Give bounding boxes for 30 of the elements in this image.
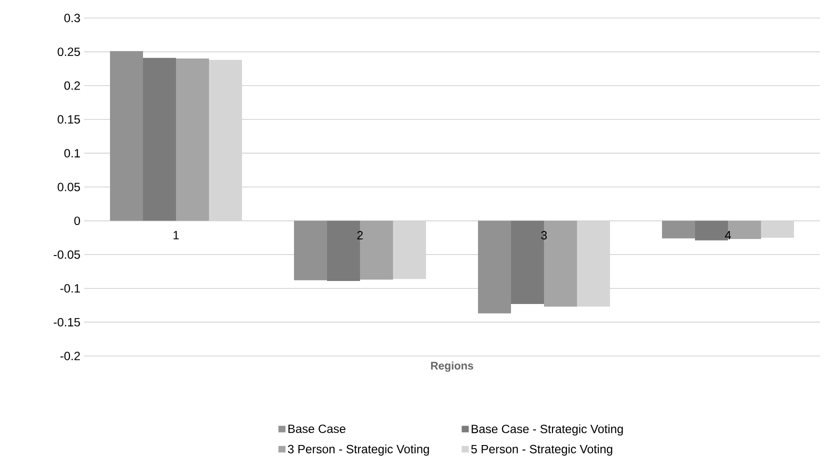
bar — [176, 58, 210, 221]
bar — [662, 220, 696, 238]
legend-label: 5 Person - Strategic Voting — [471, 444, 612, 456]
y-tick-label: -0.1 — [60, 284, 80, 293]
bar — [761, 220, 794, 238]
bar — [143, 58, 176, 221]
y-tick-label: -0.2 — [60, 352, 80, 360]
y-tick-label: 0.3 — [64, 14, 80, 22]
x-tick-label: 1 — [174, 231, 179, 240]
x-tick-label: 2 — [357, 231, 363, 240]
legend-label: Base Case - Strategic Voting — [472, 424, 623, 436]
bar — [209, 60, 242, 221]
y-tick-label: 0.15 — [58, 115, 80, 124]
y-tick-label: -0.15 — [54, 318, 80, 326]
bar — [294, 220, 328, 280]
y-tick-label: 0.25 — [58, 48, 80, 56]
y-tick-label: 0 — [74, 216, 80, 226]
y-tick-label: 0.05 — [58, 182, 80, 192]
bar — [577, 220, 610, 307]
bar — [110, 51, 143, 221]
y-tick-label: 0.2 — [64, 81, 80, 90]
x-tick-label: 3 — [541, 231, 547, 240]
x-tick-label: 4 — [724, 231, 731, 240]
legend-label: Base Case — [288, 424, 346, 434]
y-tick-label: 0.1 — [64, 148, 80, 158]
bar — [478, 220, 512, 314]
x-axis-title: Regions — [431, 362, 474, 372]
y-tick-label: -0.05 — [54, 250, 80, 259]
legend-label: 3 Person - Strategic Voting — [288, 444, 429, 456]
bar — [393, 220, 426, 279]
